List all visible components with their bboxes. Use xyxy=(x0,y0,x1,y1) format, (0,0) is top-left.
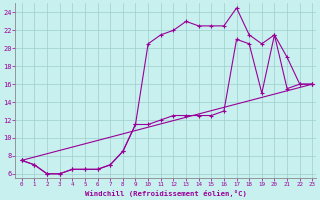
X-axis label: Windchill (Refroidissement éolien,°C): Windchill (Refroidissement éolien,°C) xyxy=(85,190,247,197)
